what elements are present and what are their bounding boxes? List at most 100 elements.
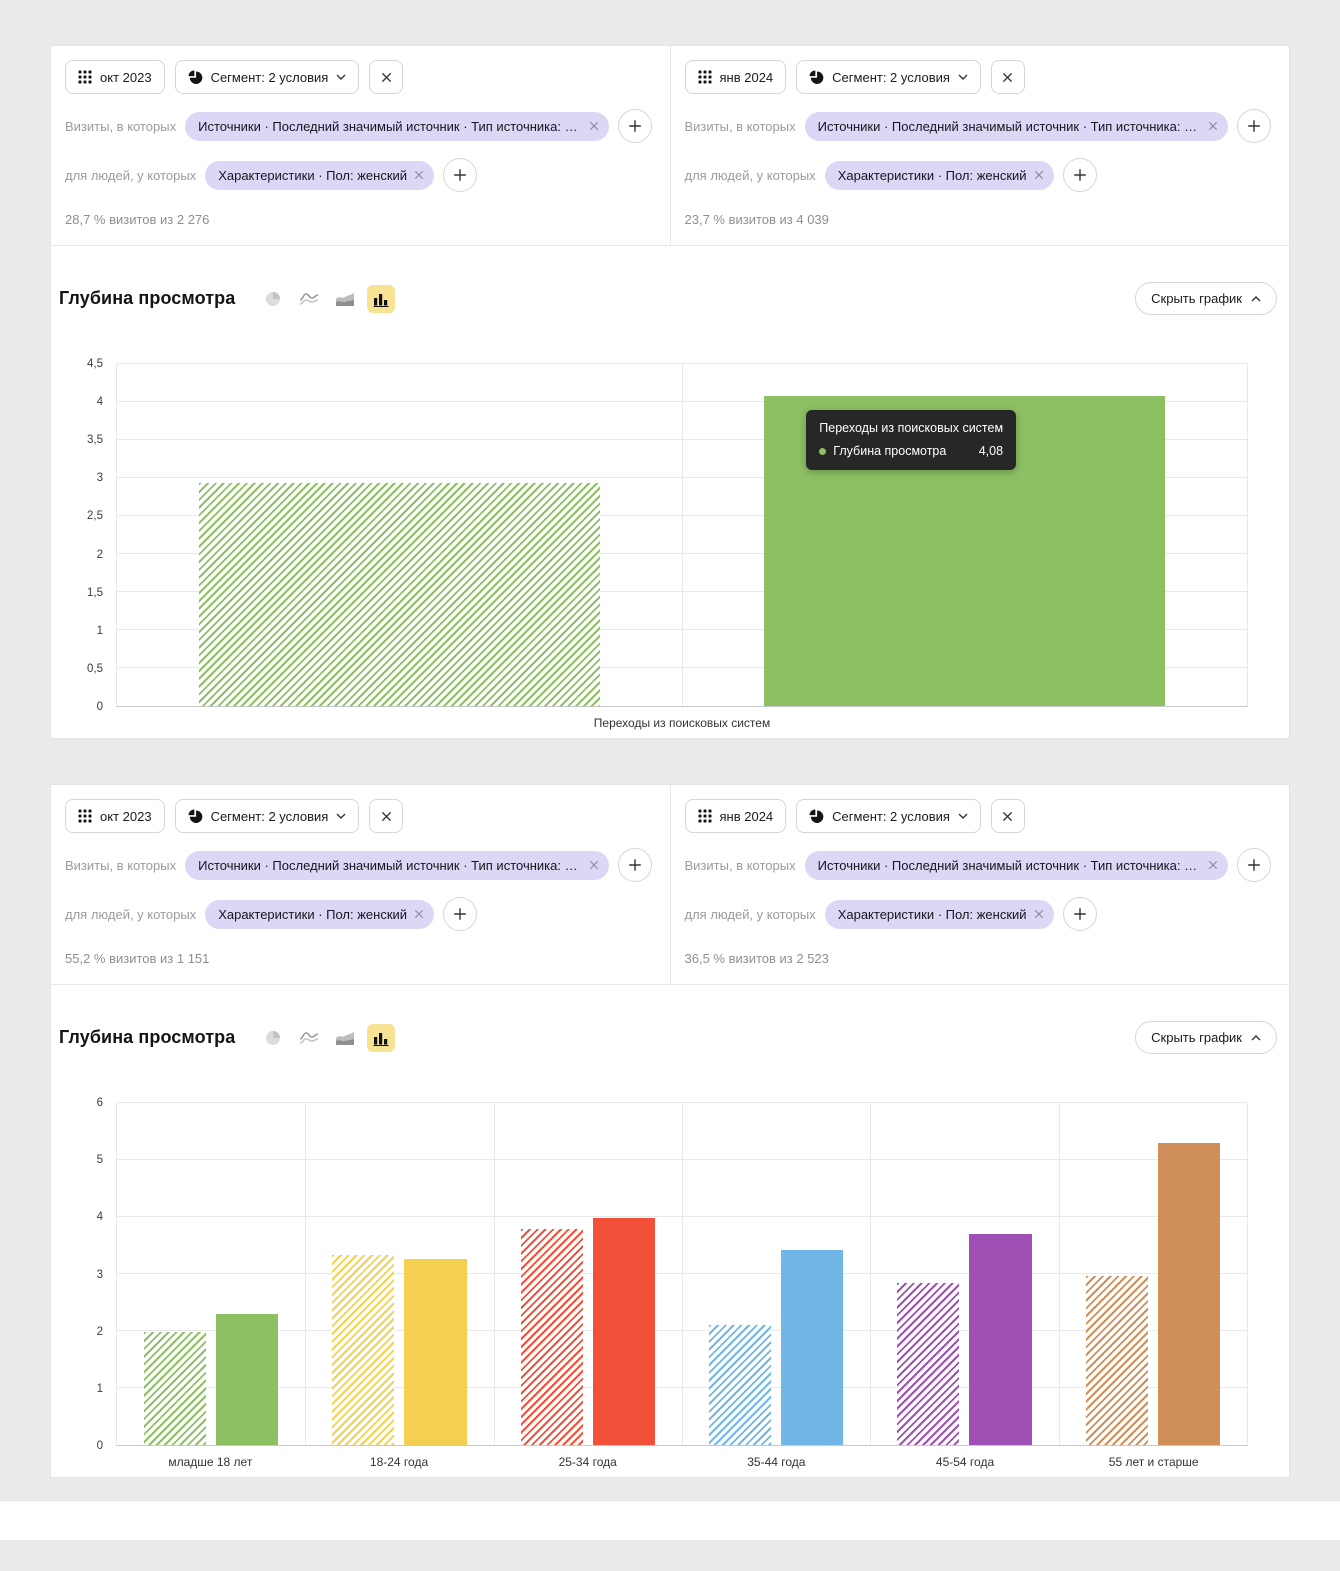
add-condition-button[interactable] bbox=[1237, 109, 1271, 143]
remove-segment-button[interactable] bbox=[990, 60, 1025, 94]
people-condition-row: для людей, у которых Характеристики · По… bbox=[65, 897, 652, 931]
condition-label: для людей, у которых bbox=[65, 167, 197, 183]
remove-segment-button[interactable] bbox=[369, 60, 404, 94]
gridline-vertical bbox=[870, 1103, 872, 1445]
date-label: янв 2024 bbox=[719, 808, 774, 824]
segment-dropdown-button[interactable]: Сегмент: 2 условия bbox=[174, 799, 360, 833]
chip-close-icon[interactable] bbox=[414, 909, 424, 919]
visits-condition-row: Визиты, в которых Источники · Последний … bbox=[65, 109, 652, 143]
chart-type-area-button[interactable] bbox=[331, 285, 359, 313]
chart-type-line-button[interactable] bbox=[295, 285, 323, 313]
chart-type-line-button[interactable] bbox=[295, 1024, 323, 1052]
y-axis-tick: 2,5 bbox=[87, 510, 103, 523]
source-condition-chip[interactable]: Источники · Последний значимый источник … bbox=[185, 111, 609, 141]
chart-title: Глубина просмотра bbox=[59, 1027, 236, 1047]
bar-окт-2023[interactable] bbox=[1085, 1275, 1148, 1445]
bar-янв-2024[interactable] bbox=[1157, 1142, 1220, 1445]
chevron-down-icon bbox=[958, 74, 968, 80]
chart-type-switcher bbox=[259, 1023, 396, 1052]
plus-icon bbox=[1247, 858, 1261, 872]
chip-close-icon[interactable] bbox=[589, 121, 599, 131]
bar-окт-2023[interactable] bbox=[897, 1282, 960, 1445]
plus-icon bbox=[1073, 168, 1087, 182]
chevron-up-icon bbox=[1251, 1034, 1261, 1041]
source-condition-chip[interactable]: Источники · Последний значимый источник … bbox=[804, 850, 1228, 880]
x-axis-category: 55 лет и старше bbox=[1108, 1455, 1199, 1469]
bar-янв-2024[interactable] bbox=[781, 1249, 844, 1445]
plus-icon bbox=[1073, 907, 1087, 921]
chart-type-bar-button[interactable] bbox=[367, 284, 396, 313]
chart-type-pie-button[interactable] bbox=[259, 1024, 287, 1052]
chip-close-icon[interactable] bbox=[1034, 170, 1044, 180]
chip-close-icon[interactable] bbox=[589, 860, 599, 870]
segment-panel-b: янв 2024 Сегмент: 2 условия bbox=[669, 46, 1290, 245]
gender-condition-chip[interactable]: Характеристики · Пол: женский bbox=[824, 160, 1054, 190]
plot-area: Переходы из поисковых систем Глубина про… bbox=[116, 363, 1248, 707]
bar-group bbox=[117, 364, 682, 706]
gender-condition-chip[interactable]: Характеристики · Пол: женский bbox=[205, 899, 435, 929]
gender-condition-chip[interactable]: Характеристики · Пол: женский bbox=[205, 160, 435, 190]
date-picker-button[interactable]: янв 2024 bbox=[684, 799, 787, 833]
bar-окт-2023[interactable] bbox=[144, 1332, 207, 1445]
bar-окт-2023[interactable] bbox=[198, 483, 601, 706]
y-axis-tick: 1,5 bbox=[87, 586, 103, 599]
y-axis-tick: 3 bbox=[96, 472, 103, 485]
x-axis-category: 45-54 года bbox=[935, 1455, 995, 1469]
remove-segment-button[interactable] bbox=[369, 799, 404, 833]
calendar-icon bbox=[698, 809, 712, 823]
add-condition-button[interactable] bbox=[443, 897, 478, 931]
segment-panel-a: окт 2023 Сегмент: 2 условия bbox=[51, 46, 670, 245]
add-condition-button[interactable] bbox=[617, 109, 652, 143]
date-picker-button[interactable]: окт 2023 bbox=[65, 799, 165, 833]
y-axis-tick: 3,5 bbox=[87, 434, 103, 447]
gender-condition-chip[interactable]: Характеристики · Пол: женский bbox=[824, 899, 1054, 929]
plot-area bbox=[116, 1102, 1248, 1446]
date-picker-button[interactable]: янв 2024 bbox=[684, 60, 787, 94]
add-condition-button[interactable] bbox=[1062, 897, 1097, 931]
bar-groups bbox=[117, 1103, 1247, 1445]
calendar-icon bbox=[698, 70, 712, 84]
plus-icon bbox=[1247, 119, 1261, 133]
visits-summary: 23,7 % визитов из 4 039 bbox=[684, 212, 829, 227]
source-condition-chip[interactable]: Источники · Последний значимый источник … bbox=[185, 850, 609, 880]
x-axis-category: Переходы из поисковых систем bbox=[593, 716, 771, 730]
add-condition-button[interactable] bbox=[1237, 848, 1271, 882]
source-condition-chip[interactable]: Источники · Последний значимый источник … bbox=[804, 111, 1228, 141]
bar-окт-2023[interactable] bbox=[332, 1255, 395, 1445]
bar-янв-2024[interactable] bbox=[404, 1259, 467, 1445]
bar-янв-2024[interactable] bbox=[216, 1313, 279, 1445]
close-icon bbox=[381, 811, 392, 822]
bar-окт-2023[interactable] bbox=[520, 1228, 583, 1445]
chevron-down-icon bbox=[958, 813, 968, 819]
segment-dropdown-button[interactable]: Сегмент: 2 условия bbox=[796, 799, 981, 833]
close-icon bbox=[1002, 72, 1013, 83]
segment-dropdown-button[interactable]: Сегмент: 2 условия bbox=[796, 60, 981, 94]
hide-chart-button[interactable]: Скрыть график bbox=[1135, 282, 1277, 315]
add-condition-button[interactable] bbox=[617, 848, 652, 882]
close-icon bbox=[381, 72, 392, 83]
x-axis-category: младше 18 лет bbox=[168, 1455, 253, 1469]
chart-type-pie-button[interactable] bbox=[259, 285, 287, 313]
chart-type-bar-button[interactable] bbox=[367, 1023, 396, 1052]
add-condition-button[interactable] bbox=[443, 158, 478, 192]
chart-type-area-button[interactable] bbox=[331, 1024, 359, 1052]
y-axis-tick: 2 bbox=[96, 548, 103, 561]
date-label: окт 2023 bbox=[100, 69, 152, 85]
bar-янв-2024[interactable] bbox=[969, 1234, 1032, 1445]
add-condition-button[interactable] bbox=[1062, 158, 1097, 192]
chip-close-icon[interactable] bbox=[1208, 121, 1218, 131]
bar-янв-2024[interactable] bbox=[592, 1217, 655, 1445]
condition-label: для людей, у которых bbox=[684, 906, 816, 922]
segment-dropdown-button[interactable]: Сегмент: 2 условия bbox=[174, 60, 360, 94]
bar-окт-2023[interactable] bbox=[709, 1325, 772, 1445]
chip-close-icon[interactable] bbox=[1034, 909, 1044, 919]
segment-label: Сегмент: 2 условия bbox=[210, 69, 329, 85]
remove-segment-button[interactable] bbox=[990, 799, 1025, 833]
chart-section: Глубина просмотра Скрыть график bbox=[51, 246, 1289, 738]
chip-close-icon[interactable] bbox=[414, 170, 424, 180]
chip-close-icon[interactable] bbox=[1208, 860, 1218, 870]
date-picker-button[interactable]: окт 2023 bbox=[65, 60, 165, 94]
people-condition-row: для людей, у которых Характеристики · По… bbox=[65, 158, 652, 192]
hide-chart-button[interactable]: Скрыть график bbox=[1135, 1021, 1277, 1054]
segment-label: Сегмент: 2 условия bbox=[210, 808, 329, 824]
